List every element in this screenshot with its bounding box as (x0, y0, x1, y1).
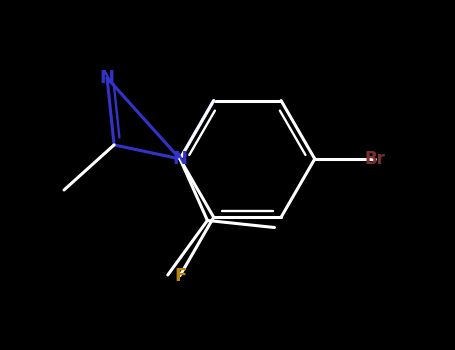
Text: N: N (100, 69, 115, 87)
Text: F: F (174, 267, 186, 285)
Text: N: N (172, 150, 187, 168)
Text: Br: Br (365, 150, 386, 168)
